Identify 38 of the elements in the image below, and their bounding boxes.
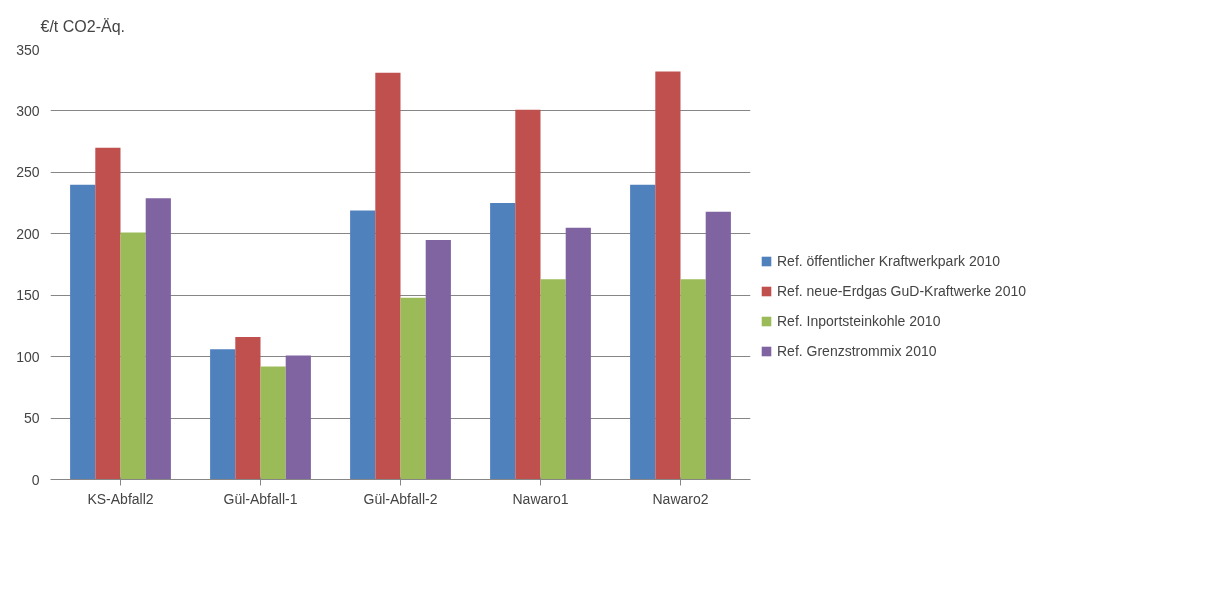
bar: [375, 72, 401, 480]
bar: [400, 297, 426, 480]
bar: [260, 366, 286, 480]
bar: [350, 210, 376, 480]
x-tick-label: Nawaro1: [512, 490, 569, 507]
bar: [70, 184, 96, 480]
bar: [655, 71, 681, 480]
y-tick-label: 350: [16, 41, 40, 58]
y-tick-label: 300: [16, 102, 40, 119]
y-tick-label: 100: [16, 348, 40, 365]
bar: [210, 349, 236, 480]
bar: [565, 227, 591, 480]
bar: [680, 279, 706, 480]
bar: [630, 184, 656, 480]
x-tick-label: Gül-Abfall-1: [223, 490, 298, 507]
bar: [540, 279, 566, 480]
y-tick-label: 0: [31, 471, 40, 488]
bar: [515, 109, 541, 480]
x-tick-label: Gül-Abfall-2: [363, 490, 438, 507]
y-axis-title: €/t CO2-Äq.: [40, 17, 125, 35]
bar: [120, 232, 146, 480]
bar: [705, 211, 731, 480]
bar: [145, 198, 171, 480]
x-tick-label: KS-Abfall2: [87, 490, 154, 507]
x-tick-label: Nawaro2: [652, 490, 709, 507]
bar: [95, 147, 121, 480]
legend-label: Ref. neue-Erdgas GuD-Kraftwerke 2010: [777, 283, 1027, 299]
bar: [285, 355, 311, 480]
y-tick-label: 250: [16, 164, 40, 181]
legend-label: Ref. Inportsteinkohle 2010: [777, 313, 941, 329]
bar: [425, 239, 451, 480]
y-tick-label: 50: [23, 410, 40, 427]
legend-label: Ref. öffentlicher Kraftwerkpark 2010: [777, 253, 1001, 269]
bar: [490, 203, 516, 480]
y-tick-label: 200: [16, 225, 40, 242]
y-tick-label: 150: [16, 287, 40, 304]
bar: [235, 336, 261, 480]
legend-label: Ref. Grenzstrommix 2010: [777, 343, 937, 359]
